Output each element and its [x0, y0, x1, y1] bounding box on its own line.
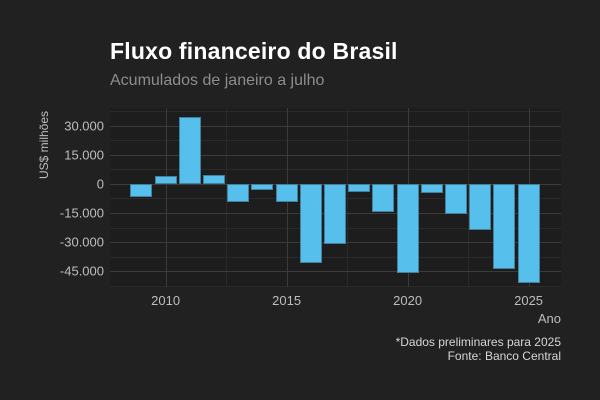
gridline-minor-horizontal [110, 286, 561, 288]
bar-2022 [444, 183, 467, 215]
y-tick-label: -45.000 [59, 263, 104, 279]
gridline-major-vertical [165, 108, 167, 287]
chart-subtitle: Acumulados de janeiro a julho [110, 72, 325, 89]
bar-2013 [227, 183, 250, 203]
bar-2024 [493, 183, 516, 270]
bar-2015 [275, 183, 298, 203]
bar-2021 [420, 183, 443, 193]
gridline-major-horizontal [110, 125, 561, 127]
bar-2017 [324, 183, 347, 245]
x-tick-label: 2020 [393, 293, 423, 308]
gridline-major-horizontal [110, 154, 561, 156]
y-tick-label: -30.000 [59, 234, 104, 250]
bar-2019 [372, 183, 395, 212]
x-tick-label: 2015 [272, 293, 302, 308]
bar-2023 [469, 183, 492, 230]
gridline-minor-horizontal [110, 110, 561, 112]
bar-2025 [517, 183, 540, 283]
bar-2011 [178, 117, 201, 184]
bar-2020 [396, 183, 419, 274]
y-tick-label: -15.000 [59, 205, 104, 221]
bar-2012 [203, 174, 226, 184]
bar-2018 [348, 183, 371, 193]
bar-2009 [130, 183, 153, 198]
y-tick-label: 30.000 [64, 118, 104, 133]
gridline-minor-vertical [468, 108, 470, 287]
x-tick-label: 2025 [514, 293, 544, 308]
y-tick-label: 15.000 [64, 147, 104, 163]
x-axis-title: Ano [537, 311, 561, 326]
gridline-minor-horizontal [110, 169, 561, 171]
gridline-minor-vertical [347, 108, 349, 287]
bar-2016 [299, 183, 322, 263]
caption-source: Fonte: Banco Central [447, 349, 561, 363]
bar-2010 [154, 175, 177, 184]
gridline-major-horizontal [110, 271, 561, 273]
gridline-minor-horizontal [110, 256, 561, 258]
y-tick-label: 0 [96, 176, 104, 192]
gridline-minor-vertical [226, 108, 228, 287]
chart-title: Fluxo financeiro do Brasil [110, 38, 398, 64]
x-tick-label: 2010 [151, 293, 181, 308]
bar-2014 [251, 183, 274, 190]
gridline-minor-horizontal [110, 140, 561, 142]
plot-panel [110, 108, 561, 288]
caption-note: *Dados preliminares para 2025 [395, 335, 561, 349]
y-axis-title: US$ milhões [37, 110, 51, 180]
